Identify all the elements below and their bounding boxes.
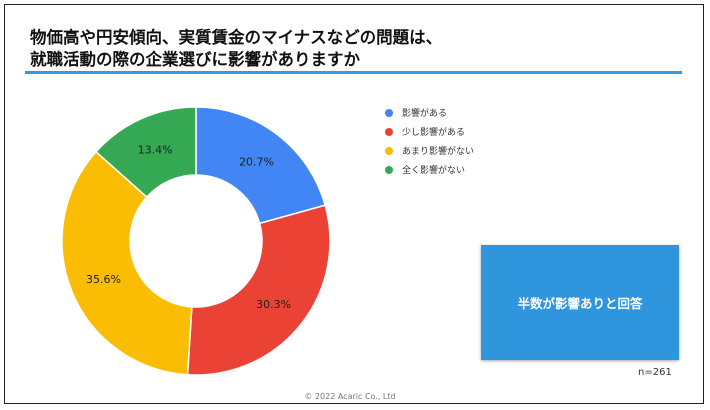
slide: 物価高や円安傾向、実質賃金のマイナスなどの問題は、 就職活動の際の企業選びに影響… (4, 4, 704, 404)
chart-title-line-1: 物価高や円安傾向、実質賃金のマイナスなどの問題は、 (30, 28, 443, 47)
legend-item-somewhat-affected: 少し影響がある (385, 122, 474, 141)
chart-title: 物価高や円安傾向、実質賃金のマイナスなどの問題は、 就職活動の際の企業選びに影響… (30, 27, 670, 71)
slice-not-affected (94, 106, 197, 199)
sample-size: n=261 (638, 367, 672, 378)
summary-callout: 半数が影響ありと回答 (481, 245, 679, 360)
slice-not-very-affected (61, 150, 193, 376)
legend-item-not-affected: 全く影響がない (385, 160, 474, 179)
slice-label-affected: 20.7% (239, 155, 274, 168)
legend-label-not-very-affected: あまり影響がない (402, 147, 475, 157)
legend-item-not-very-affected: あまり影響がない (385, 141, 474, 160)
chart-legend: 影響がある少し影響がある あまり影響がない 全く影響がない (385, 103, 474, 179)
legend-marker-not-very-affected (385, 146, 393, 155)
legend-label-affected: 影響がある (402, 109, 448, 119)
slice-label-somewhat-affected: 30.3% (256, 298, 291, 311)
slice-label-not-very-affected: 35.6% (86, 273, 121, 286)
donut-chart: 20.7% 30.3% 35.6% 13.4% (61, 106, 331, 376)
summary-callout-text: 半数が影響ありと回答 (517, 296, 643, 311)
legend-label-not-affected: 全く影響がない (402, 166, 466, 176)
slice-affected (195, 106, 327, 225)
slice-label-not-affected: 13.4% (138, 144, 173, 157)
slice-somewhat-affected (186, 204, 331, 376)
chart-title-line-2: 就職活動の際の企業選びに影響がありますか (30, 50, 360, 69)
legend-item-affected: 影響がある (385, 103, 474, 122)
legend-marker-not-affected (385, 165, 393, 174)
copyright: © 2022 Acaric Co., Ltd (304, 392, 396, 401)
legend-marker-affected (385, 108, 393, 117)
legend-label-somewhat-affected: 少し影響がある (402, 128, 466, 138)
legend-marker-somewhat-affected (385, 127, 393, 136)
title-underline (25, 71, 682, 74)
